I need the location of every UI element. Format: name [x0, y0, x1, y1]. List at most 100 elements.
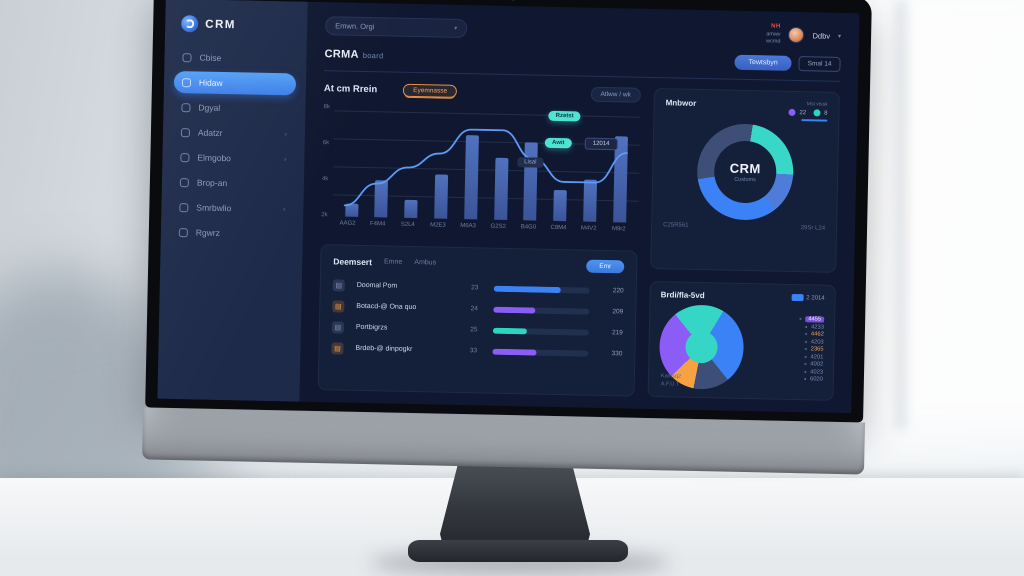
chart-filter-badge[interactable]: Eyemnasse [403, 83, 458, 98]
y-tick: 8k [323, 104, 330, 111]
table-tab-1[interactable]: Emne [383, 258, 403, 266]
sidebar-item-7[interactable]: Rgwrz [171, 221, 293, 246]
row-value: 220 [612, 287, 624, 295]
tooltip-peak: Rzetst [548, 111, 581, 122]
secondary-action-button[interactable]: Smal 14 [798, 56, 841, 72]
topbar: Emwn. Orgi ▾ NH amwv wcmd Ddbv ▾ [325, 14, 841, 47]
row-count: 23 [471, 284, 479, 292]
legend-value: 4233 [811, 323, 825, 331]
row-progress [492, 327, 589, 336]
row-icon: ▤ [331, 341, 344, 355]
legend-value: 8 [824, 110, 828, 117]
search-input[interactable]: Emwn. Orgi ▾ [325, 15, 468, 38]
row-icon: ▤ [331, 320, 345, 334]
table-body: ▤ Doomal Pom 23 220 ▤ Botacd-@ Ona quo 24 209 ▤ P… [331, 274, 624, 364]
legend-dot-icon [813, 109, 821, 117]
sidebar-item-label: Dgyal [198, 102, 221, 113]
row-icon: ▤ [332, 278, 345, 292]
x-tick: G2S2 [490, 223, 506, 231]
row-name: Portbigrzs [355, 323, 388, 332]
pie-card: Brdi/fla-5vd 2 2014 ◂ 4455 ◂ 4233 [647, 280, 836, 401]
x-tick: M4V2 [580, 225, 597, 232]
legend-bullet-icon: ◂ [804, 331, 808, 338]
x-tick: B4G0 [520, 224, 537, 231]
pie-legend-item-7: ◂ 4023 [798, 368, 824, 376]
legend-value: 6020 [809, 376, 823, 383]
avatar[interactable] [788, 26, 805, 44]
legend-value: 4023 [810, 368, 824, 376]
pie-body: ◂ 4455 ◂ 4233 ◂ 4462 ◂ 4203 ◂ 2365 ◂ 4201 ◂ 4002 ◂ 4023… [658, 304, 825, 391]
legend-bullet-icon: ◂ [804, 323, 808, 330]
legend-value: 4201 [810, 353, 824, 361]
table-action-button[interactable]: Emr [586, 259, 625, 274]
menu-item-icon [180, 152, 190, 162]
menu-item-icon [179, 177, 189, 187]
pie-center-disc [685, 330, 718, 364]
meta-line-2: wcmd [766, 38, 781, 45]
y-tick: 2k [321, 212, 328, 219]
row-count: 24 [470, 305, 478, 313]
sidebar-item-4[interactable]: Elmgobo › [172, 146, 294, 171]
x-tick: M2E3 [430, 222, 446, 229]
sidebar-item-3[interactable]: Adatzr › [173, 121, 295, 146]
header-actions: Tewtsbyn Smal 14 [734, 54, 841, 72]
legend-bullet-icon: ◂ [804, 346, 807, 353]
row-value: 330 [611, 350, 623, 358]
legend-bullet-icon: ◂ [803, 353, 807, 360]
main-chart-header: At cm Rrein Eyemnasse Atlww / wk [324, 81, 641, 103]
page-header: CRMA board Tewtsbyn Smal 14 [324, 46, 841, 72]
table-header: Deemsert Emne Ambus Emr [333, 254, 625, 274]
row-icon: ▤ [332, 299, 345, 313]
table-tab-2[interactable]: Ambus [414, 259, 437, 267]
table-title: Deemsert [333, 255, 373, 267]
badge-chip-icon [791, 293, 804, 302]
row-name: Brdeb-@ dinpogkr [355, 344, 413, 354]
legend-value: 4203 [810, 338, 824, 346]
pie-legend-item-3: ◂ 4203 [798, 338, 824, 346]
sidebar: CRM Cbise Hidaw Dgyal Adatzr › Elmgobo › Brop-a… [157, 0, 308, 402]
donut-legend-caption: Mst vtssk [806, 101, 828, 108]
pie-badge-label: 2 2014 [806, 294, 825, 302]
donut-footer: C25R561 29Sr L24 [663, 222, 825, 231]
y-tick: 6k [322, 140, 330, 147]
main-chart-title: At cm Rrein [323, 83, 378, 96]
donut-legend-item-0: 22 [788, 108, 806, 117]
sidebar-item-0[interactable]: Cbise [174, 46, 296, 71]
pie-footnote: Kamsq2 A.F.U.T [661, 372, 682, 389]
monitor-stand-foot [408, 540, 628, 562]
legend-dot-icon [788, 108, 796, 117]
tooltip-value: 12014 [584, 137, 618, 151]
row-value: 219 [611, 329, 623, 337]
donut-title: Mnbwor [665, 98, 697, 108]
legend-bullet-icon: ◂ [804, 338, 807, 345]
tooltip-label: Lisal [517, 157, 544, 169]
webcam-icon [510, 0, 516, 2]
sidebar-item-1[interactable]: Hidaw [173, 70, 297, 96]
app-logo[interactable]: CRM [175, 13, 298, 49]
menu-item-icon [179, 202, 189, 212]
donut-header: Mnbwor Mst vtssk 22 8 [665, 98, 828, 122]
legend-bullet-icon: ◂ [803, 376, 807, 383]
primary-action-button[interactable]: Tewtsbyn [734, 54, 792, 71]
row-progress [493, 306, 590, 315]
trend-line [333, 104, 641, 222]
sidebar-item-2[interactable]: Dgyal [173, 96, 295, 121]
donut-footer-left: C25R561 [663, 222, 689, 229]
activity-table-card: Deemsert Emne Ambus Emr ▤ Doomal Pom 23 220… [317, 244, 638, 397]
monitor-bezel: CRM Cbise Hidaw Dgyal Adatzr › Elmgobo › Brop-a… [145, 0, 872, 423]
sidebar-item-5[interactable]: Brop-an [172, 171, 294, 196]
logo-icon [181, 15, 199, 33]
donut-center-title: CRM [729, 160, 762, 177]
user-menu[interactable]: NH amwv wcmd Ddbv ▾ [766, 23, 841, 47]
range-selector[interactable]: Atlww / wk [590, 86, 641, 103]
search-value: Emwn. Orgi [335, 20, 375, 31]
sidebar-item-label: Brop-an [196, 177, 228, 189]
pie-footnote-2: A.F.U.T [660, 380, 680, 388]
legend-underline [801, 119, 828, 122]
header-divider [324, 70, 841, 82]
x-tick: M9r2 [611, 226, 626, 233]
sidebar-menu: Cbise Hidaw Dgyal Adatzr › Elmgobo › Brop-an Smr… [171, 46, 297, 249]
pie-badge[interactable]: 2 2014 [791, 293, 825, 302]
sidebar-item-6[interactable]: Smrbwlio › [171, 196, 293, 221]
legend-bullet-icon: ◂ [803, 368, 807, 375]
